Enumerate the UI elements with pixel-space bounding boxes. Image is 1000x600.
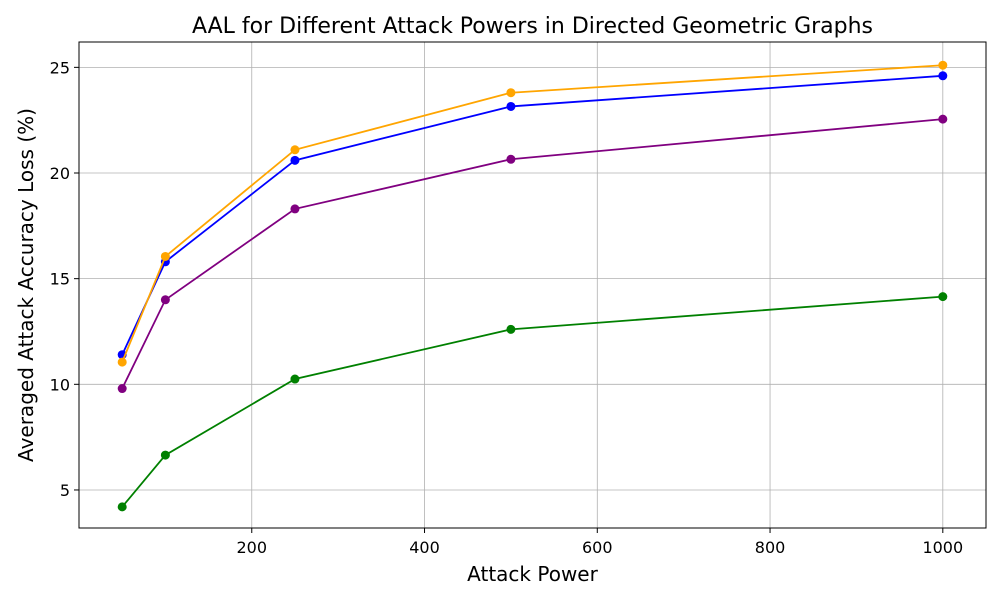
y-tick-label: 10 — [50, 375, 70, 394]
data-point — [160, 450, 170, 460]
y-axis-label: Averaged Attack Accuracy Loss (%) — [14, 108, 38, 462]
data-point — [938, 114, 948, 124]
data-point — [117, 357, 127, 367]
data-point — [290, 374, 300, 384]
series-layer — [117, 60, 948, 512]
data-point — [290, 155, 300, 165]
y-tick-label: 15 — [50, 270, 70, 289]
x-tick-label: 1000 — [922, 538, 963, 557]
x-tick-label: 400 — [409, 538, 440, 557]
series-2 — [117, 60, 948, 367]
x-tick-label: 800 — [755, 538, 786, 557]
y-tick-label: 20 — [50, 164, 70, 183]
data-point — [117, 502, 127, 512]
ticks: 200 400 600 800 1000 5 10 15 20 25 — [50, 58, 964, 557]
y-tick-label: 25 — [50, 58, 70, 77]
x-tick-label: 600 — [582, 538, 613, 557]
data-point — [160, 251, 170, 261]
data-point — [506, 154, 516, 164]
x-tick-label: 200 — [236, 538, 267, 557]
data-point — [290, 145, 300, 155]
series-4 — [117, 292, 948, 512]
data-point — [506, 101, 516, 111]
data-point — [938, 292, 948, 302]
data-point — [160, 295, 170, 305]
data-point — [290, 204, 300, 214]
grid — [79, 42, 986, 528]
data-point — [117, 384, 127, 394]
chart-title: AAL for Different Attack Powers in Direc… — [192, 14, 873, 39]
data-point — [938, 71, 948, 81]
x-axis-label: Attack Power — [467, 562, 598, 586]
data-point — [938, 60, 948, 70]
plot-frame — [78, 41, 987, 529]
series-3 — [117, 114, 948, 394]
data-point — [506, 324, 516, 334]
y-tick-label: 5 — [60, 481, 70, 500]
data-point — [506, 88, 516, 98]
